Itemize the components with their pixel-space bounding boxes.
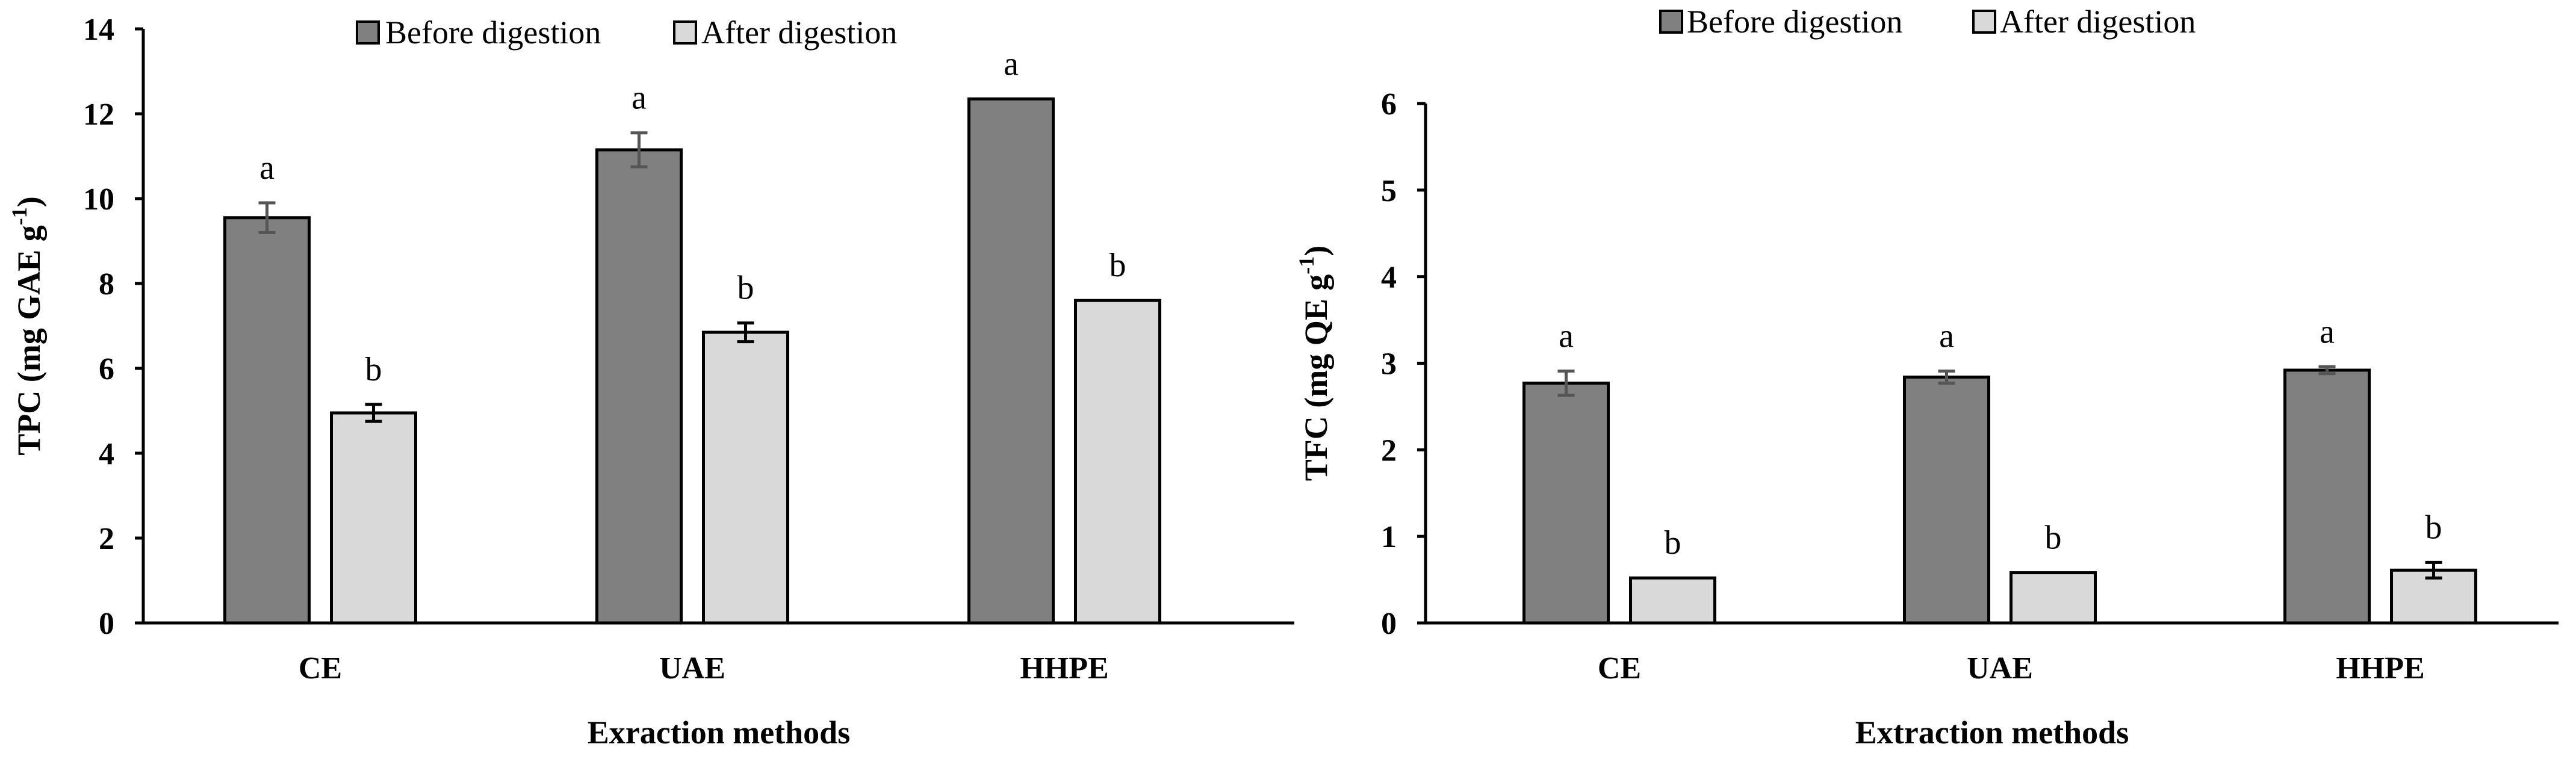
chart-tfc: 0 1 2 3 4 5 6 TFC (mg QE g-1) a b CE a b UAE a b HHPE Ext… <box>1294 0 2576 762</box>
tfc-error-bar-after-hhpe <box>2425 560 2442 580</box>
tpc-legend-label-after: After digestion <box>701 14 897 51</box>
tfc-y-tick-label: 5 <box>1381 174 1397 208</box>
tfc-sig-label-after-hhpe: b <box>2425 509 2442 546</box>
tfc-y-axis-title: TFC (mg QE g-1) <box>1294 246 1334 481</box>
tfc-legend-item-before: Before digestion <box>1659 4 1902 40</box>
tpc-y-tick-label: 8 <box>99 267 114 302</box>
tpc-bar-before-uae <box>595 148 683 625</box>
tpc-x-axis-title: Exraction methods <box>588 714 850 751</box>
tfc-bar-before-uae <box>1903 376 1990 625</box>
tpc-y-tick-label: 4 <box>99 437 114 471</box>
tfc-bar-after-ce <box>1629 576 1716 625</box>
tpc-x-tick-label-hhpe: HHPE <box>1020 651 1108 686</box>
tfc-bar-after-uae <box>2010 571 2097 625</box>
tpc-y-tick-label: 6 <box>99 352 114 386</box>
tpc-error-bar-after-uae <box>737 321 754 344</box>
chart-tpc: 0 2 4 6 8 10 12 14 TPC (mg GAE g-1) a b CE a b UAE a b HH… <box>7 13 1294 751</box>
tfc-legend-label-after: After digestion <box>2000 4 2196 40</box>
tpc-y-tick-label: 14 <box>83 13 114 47</box>
tpc-legend-swatch-before <box>356 20 380 45</box>
chart-tfc-svg: 0 1 2 3 4 5 6 TFC (mg QE g-1) a b CE a b UAE a b HHPE Ext… <box>1294 4 2559 751</box>
tpc-legend-label-before: Before digestion <box>385 14 601 51</box>
tpc-x-tick-label-ce: CE <box>299 651 342 686</box>
tfc-sig-label-after-ce: b <box>1665 524 1681 562</box>
tpc-bar-after-uae <box>702 330 789 625</box>
tfc-bar-before-hhpe <box>2283 368 2371 625</box>
tfc-y-tick-label: 0 <box>1381 607 1397 641</box>
tpc-legend-item-after: After digestion <box>673 14 897 51</box>
tpc-sig-label-after-uae: b <box>737 270 754 307</box>
tfc-legend-swatch-before <box>1659 10 1683 34</box>
tpc-sig-label-before-ce: a <box>259 149 275 187</box>
tpc-y-tick-label: 2 <box>99 522 114 556</box>
tpc-y-tick-label: 12 <box>83 98 114 132</box>
tpc-legend-swatch-after <box>673 20 697 45</box>
tfc-legend-swatch-after <box>1972 10 1996 34</box>
tpc-bar-before-hhpe <box>967 97 1055 625</box>
tpc-y-axis-title: TPC (mg GAE g-1) <box>7 196 47 455</box>
tpc-y-tick-label: 0 <box>99 607 114 641</box>
tfc-error-bar-before-uae <box>1938 369 1955 385</box>
tpc-error-bar-before-uae <box>630 131 648 169</box>
tfc-y-tick-label: 4 <box>1381 261 1397 295</box>
tfc-y-tick-label: 1 <box>1381 520 1397 554</box>
tpc-error-bar-after-ce <box>365 403 382 423</box>
tfc-sig-label-before-uae: a <box>1939 317 1954 355</box>
tfc-sig-label-before-ce: a <box>1559 317 1574 355</box>
tfc-x-tick-label-hhpe: HHPE <box>2336 651 2424 686</box>
tpc-sig-label-after-ce: b <box>365 351 382 388</box>
tpc-y-tick-label: 10 <box>83 182 114 217</box>
tfc-error-bar-before-ce <box>1557 369 1575 397</box>
tpc-legend-item-before: Before digestion <box>356 14 601 51</box>
tpc-bar-after-ce <box>330 411 417 625</box>
tfc-y-tick-label: 3 <box>1381 347 1397 382</box>
tpc-sig-label-after-hhpe: b <box>1110 247 1126 284</box>
tfc-legend-item-after: After digestion <box>1972 4 2196 40</box>
tpc-sig-label-before-uae: a <box>632 79 647 117</box>
tpc-x-tick-label-uae: UAE <box>659 651 725 686</box>
tpc-bar-after-hhpe <box>1074 299 1161 625</box>
tfc-sig-label-before-hhpe: a <box>2320 313 2335 350</box>
tfc-x-axis-title: Extraction methods <box>1855 714 2129 751</box>
tpc-bar-before-ce <box>223 216 311 625</box>
tfc-legend-label-before: Before digestion <box>1687 4 1902 40</box>
tfc-x-tick-label-uae: UAE <box>1967 651 2033 686</box>
chart-tpc-svg: 0 2 4 6 8 10 12 14 TPC (mg GAE g-1) a b CE a b UAE a b HH… <box>7 13 1294 751</box>
tfc-x-tick-label-ce: CE <box>1598 651 1641 686</box>
tpc-sig-label-before-hhpe: a <box>1004 45 1019 82</box>
tfc-bar-before-ce <box>1522 382 1610 625</box>
tfc-error-bar-before-hhpe <box>2318 365 2336 376</box>
tfc-y-tick-label: 6 <box>1381 87 1397 122</box>
tfc-sig-label-after-uae: b <box>2045 519 2062 557</box>
tfc-y-tick-label: 2 <box>1381 433 1397 468</box>
tpc-error-bar-before-ce <box>258 201 276 234</box>
